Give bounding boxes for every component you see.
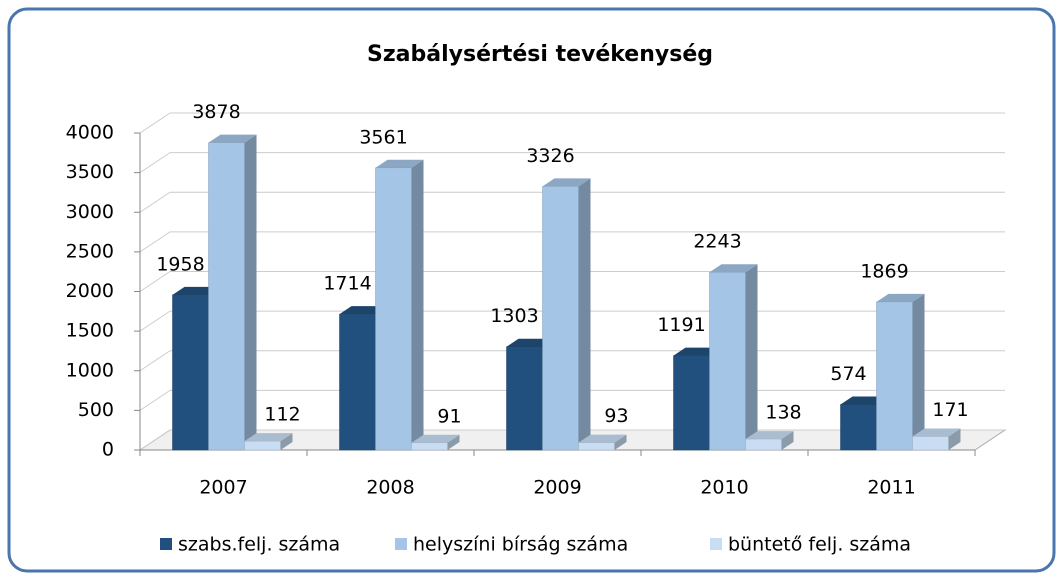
bar-top: [208, 134, 257, 143]
bar-front: [578, 442, 615, 451]
x-tick-label: 2011: [867, 477, 915, 499]
y-tick-label: 3000: [66, 201, 114, 223]
bar-top: [709, 264, 758, 273]
data-label: 93: [604, 405, 628, 427]
legend-swatch: [710, 538, 722, 550]
bar: [244, 433, 293, 451]
bar-top: [375, 159, 424, 168]
bar-front: [709, 271, 746, 451]
data-label: 3326: [526, 145, 574, 167]
bar-front: [912, 436, 949, 451]
y-tick-label: 0: [102, 439, 114, 461]
bar-side: [614, 434, 627, 450]
grid-line: [139, 112, 171, 134]
grid-line: [139, 231, 171, 253]
grid-line: [139, 310, 171, 332]
bar: [542, 178, 591, 451]
legend-label: büntető felj. száma: [728, 534, 911, 556]
bar-front: [876, 301, 913, 451]
bar-side: [280, 433, 293, 450]
bar-front: [244, 440, 281, 451]
bar-side: [948, 428, 961, 450]
grid-line: [139, 152, 171, 174]
data-label: 1191: [657, 314, 705, 336]
bar-front: [208, 142, 245, 451]
bar: [578, 434, 627, 451]
grid-line: [139, 389, 171, 411]
y-tick-label: 2000: [66, 280, 114, 302]
bar-side: [912, 293, 925, 450]
legend-swatch: [395, 538, 407, 550]
bar-front: [375, 167, 412, 451]
data-label: 1958: [156, 253, 204, 275]
data-label: 1869: [860, 260, 908, 282]
grid-line: [139, 191, 171, 213]
bar-side: [244, 134, 257, 450]
bar-top: [912, 428, 961, 437]
bar-side: [411, 159, 424, 450]
bar: [745, 431, 794, 451]
bar: [876, 293, 925, 451]
bar-top: [578, 434, 627, 443]
bar-side: [578, 178, 591, 451]
y-tick-label: 1000: [66, 359, 114, 381]
data-label: 3878: [192, 101, 240, 123]
bar: [411, 434, 460, 451]
bar: [375, 159, 424, 451]
data-label: 1303: [490, 305, 538, 327]
data-label: 171: [932, 399, 968, 421]
bar-front: [745, 438, 782, 451]
data-label: 2243: [693, 231, 741, 253]
bar-top: [876, 293, 925, 302]
bar-side: [447, 434, 460, 450]
x-tick-label: 2008: [366, 477, 414, 499]
grid-line: [139, 429, 171, 451]
y-tick-label: 2500: [66, 240, 114, 262]
data-label: 91: [437, 405, 461, 427]
bar-side: [745, 264, 758, 450]
bar: [912, 428, 961, 451]
bar-front: [339, 313, 376, 451]
x-tick-label: 2009: [533, 477, 581, 499]
y-tick-label: 500: [78, 399, 114, 421]
x-tick-label: 2010: [700, 477, 748, 499]
data-label: 138: [765, 402, 801, 424]
bar-front: [542, 186, 579, 451]
x-tick-label: 2007: [199, 477, 247, 499]
bar-front: [411, 442, 448, 451]
legend-label: helyszíni bírság száma: [413, 534, 628, 556]
bar-top: [745, 431, 794, 440]
bar-front: [506, 346, 543, 451]
y-tick-label: 1500: [66, 320, 114, 342]
bar: [709, 264, 758, 451]
grid-line: [139, 271, 171, 292]
bar-front: [673, 355, 710, 451]
data-label: 3561: [359, 126, 407, 148]
grid-line: [139, 350, 171, 372]
chart-title: Szabálysértési tevékenység: [367, 42, 713, 67]
bar-front: [172, 294, 209, 451]
bar-front: [840, 404, 877, 451]
y-tick-label: 3500: [66, 161, 114, 183]
bar-top: [542, 178, 591, 187]
data-label: 1714: [323, 273, 371, 295]
data-label: 112: [264, 404, 300, 426]
legend-label: szabs.felj. száma: [178, 534, 340, 556]
y-tick-label: 4000: [66, 122, 114, 144]
bar-top: [411, 434, 460, 443]
bar: [208, 134, 257, 451]
bar-side: [781, 431, 794, 450]
bar-top: [244, 433, 293, 442]
legend-swatch: [160, 538, 172, 550]
data-label: 574: [830, 363, 866, 385]
